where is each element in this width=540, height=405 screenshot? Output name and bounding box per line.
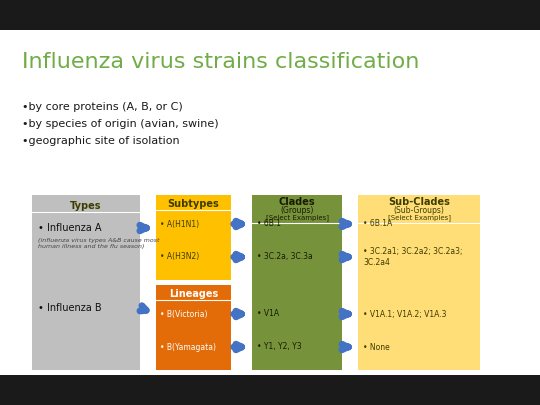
Text: Types: Types [70,201,102,211]
Text: [Select Examples]: [Select Examples] [388,214,450,221]
Text: • Y1, Y2, Y3: • Y1, Y2, Y3 [257,343,302,352]
Text: • 6B.1: • 6B.1 [257,220,281,228]
Text: (Sub-Groups): (Sub-Groups) [394,206,444,215]
FancyBboxPatch shape [156,285,231,370]
FancyBboxPatch shape [32,195,140,370]
Text: • A(H1N1): • A(H1N1) [160,220,199,228]
Text: [Select Examples]: [Select Examples] [266,214,328,221]
Text: • 3C.2a1; 3C.2a2; 3C.2a3;
3C.2a4: • 3C.2a1; 3C.2a2; 3C.2a3; 3C.2a4 [363,247,462,267]
Text: • B(Victoria): • B(Victoria) [160,309,207,318]
Text: • 3C.2a, 3C.3a: • 3C.2a, 3C.3a [257,252,313,262]
Text: •geographic site of isolation: •geographic site of isolation [22,136,180,146]
Text: • Influenza A: • Influenza A [38,223,102,233]
Text: • B(Yamagata): • B(Yamagata) [160,343,216,352]
Text: •by core proteins (A, B, or C): •by core proteins (A, B, or C) [22,102,183,112]
FancyBboxPatch shape [156,195,231,280]
Text: • V1A: • V1A [257,309,279,318]
Text: • None: • None [363,343,390,352]
Text: • V1A.1; V1A.2; V1A.3: • V1A.1; V1A.2; V1A.3 [363,309,447,318]
FancyBboxPatch shape [252,195,342,370]
Text: Influenza virus strains classification: Influenza virus strains classification [22,52,420,72]
Text: Clades: Clades [279,197,315,207]
FancyBboxPatch shape [0,30,540,375]
Text: Subtypes: Subtypes [167,199,219,209]
Text: (Groups): (Groups) [280,206,314,215]
Text: (influenza virus types A&B cause most
human illness and the flu season): (influenza virus types A&B cause most hu… [38,238,159,249]
Text: Lineages: Lineages [169,289,218,299]
Text: • 6B.1A: • 6B.1A [363,220,392,228]
Text: • Influenza B: • Influenza B [38,303,102,313]
Text: Sub-Clades: Sub-Clades [388,197,450,207]
Text: • A(H3N2): • A(H3N2) [160,252,199,262]
FancyBboxPatch shape [358,195,480,370]
Text: •by species of origin (avian, swine): •by species of origin (avian, swine) [22,119,219,129]
